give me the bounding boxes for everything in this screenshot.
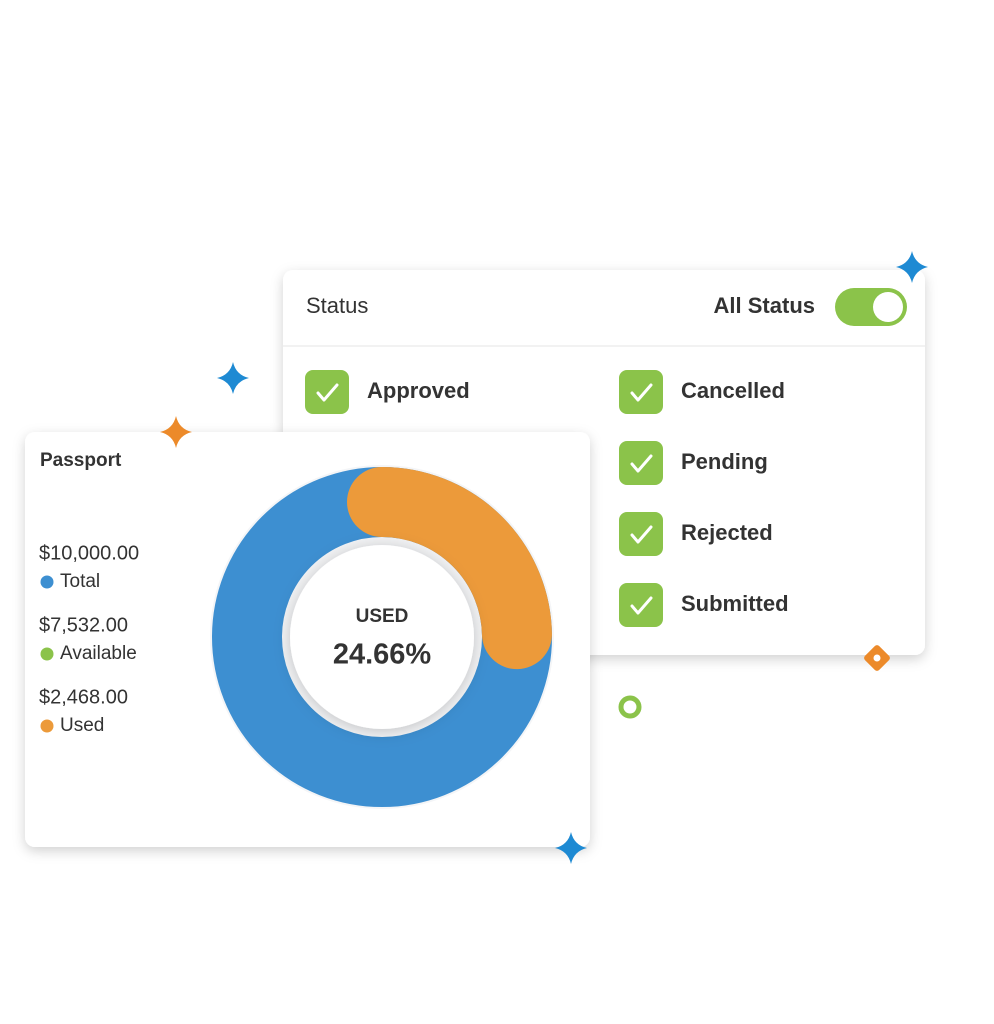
checkbox-label: Pending [681, 449, 768, 474]
toggle-label: All Status [714, 293, 815, 318]
diamond-dot [873, 654, 881, 662]
sparkle [217, 362, 249, 394]
ring [618, 695, 642, 719]
checkbox[interactable] [305, 370, 349, 414]
status-title: Status [306, 293, 368, 318]
legend-label: Used [60, 715, 104, 736]
legend-dot [40, 575, 54, 589]
checkbox[interactable] [619, 512, 663, 556]
checkbox-item[interactable]: Pending [619, 441, 768, 485]
checkbox[interactable] [619, 370, 663, 414]
sparkle [160, 416, 192, 448]
passport-title: Passport [40, 450, 122, 471]
checkmark [630, 525, 653, 544]
legend-label: Available [60, 643, 137, 664]
checkbox-label: Rejected [681, 520, 773, 545]
sparkle [896, 251, 928, 283]
checkmark [316, 383, 339, 402]
checkbox-label: Submitted [681, 591, 789, 616]
checkbox-label: Approved [367, 378, 470, 403]
toggle[interactable] [835, 288, 907, 326]
legend-amount: $2,468.00 [39, 686, 128, 708]
checkmark [630, 596, 653, 615]
checkmark [630, 383, 653, 402]
checkbox-item[interactable]: Submitted [619, 583, 789, 627]
toggle-knob [873, 292, 903, 322]
legend-label: Total [60, 571, 100, 592]
donut-arc [347, 467, 552, 670]
legend-amount: $10,000.00 [39, 542, 139, 564]
decorations [160, 251, 928, 864]
checkbox[interactable] [619, 441, 663, 485]
passport-card: Passport $10,000.00 Total $7,532.00 Availab… [25, 432, 590, 847]
legend-dot [40, 719, 54, 733]
checkmark [630, 454, 653, 473]
checkbox-item[interactable]: Rejected [619, 512, 773, 556]
center-label: USED [356, 606, 409, 627]
sparkle [555, 832, 587, 864]
checkbox-label: Cancelled [681, 378, 785, 403]
donut-center [290, 545, 474, 729]
checkbox-item[interactable]: Approved [305, 370, 470, 414]
checkbox-item[interactable]: Cancelled [619, 370, 785, 414]
checkbox[interactable] [619, 583, 663, 627]
legend-amount: $7,532.00 [39, 614, 128, 636]
legend-dot [40, 647, 54, 661]
center-percent: 24.66% [333, 639, 432, 671]
